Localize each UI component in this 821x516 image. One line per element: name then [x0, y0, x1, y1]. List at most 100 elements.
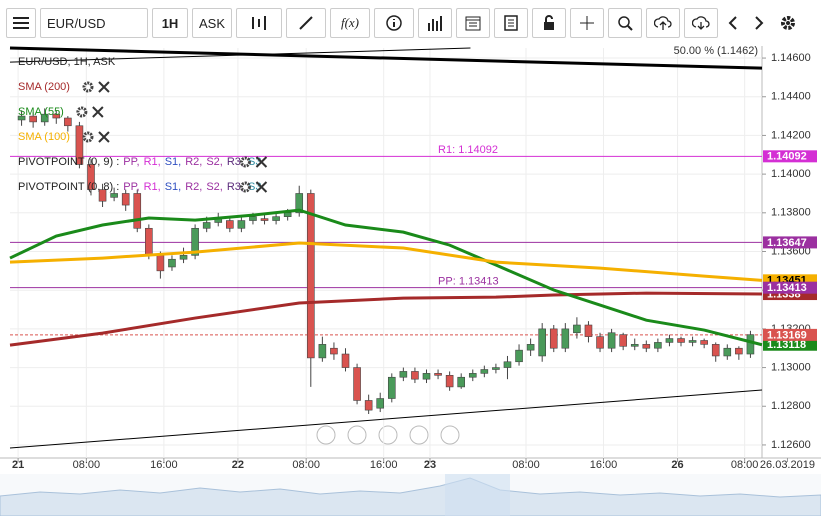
y-tick-label: 1.12800	[771, 400, 811, 412]
download-button[interactable]	[684, 8, 718, 38]
menu-button[interactable]	[6, 8, 36, 38]
price-type-select[interactable]: ASK	[192, 8, 232, 38]
settings-icon[interactable]	[82, 81, 94, 93]
remove-icon[interactable]	[255, 156, 268, 168]
candle-body	[330, 347, 338, 355]
pivot-token: R2,	[185, 181, 202, 193]
pivot-token: R2,	[185, 156, 202, 168]
symbol-select[interactable]: EUR/USD	[40, 8, 148, 38]
legend-entry: PIVOTPOINT (0, 8) : PP, R1, S1, R2, S2, R3, S3	[18, 181, 261, 193]
nav-zoom-out[interactable]	[347, 425, 367, 445]
candle-body	[341, 353, 350, 368]
upload-button[interactable]	[646, 8, 680, 38]
candle-body	[156, 255, 165, 272]
candle-body	[515, 349, 523, 363]
settings-button[interactable]	[774, 8, 802, 38]
candle-body	[665, 338, 674, 343]
candle-body	[295, 193, 304, 214]
indicators-button[interactable]: f(x)	[330, 8, 370, 38]
remove-icon[interactable]	[98, 81, 110, 93]
candle-body	[538, 328, 546, 357]
legend-title: EUR/USD, 1H, ASK	[18, 56, 116, 68]
candle-body	[318, 344, 327, 359]
x-tick-label: 16:00	[590, 459, 618, 471]
calendar-button[interactable]	[456, 8, 490, 38]
candle-body	[642, 344, 651, 349]
trendline	[9, 46, 763, 70]
navigator-window[interactable]	[445, 474, 510, 516]
sma-line	[9, 291, 763, 347]
price-tag	[763, 236, 817, 249]
pivot-token: R1,	[144, 156, 161, 168]
y-tick-label: 1.14200	[771, 129, 811, 141]
prev-button[interactable]	[722, 8, 744, 38]
x-tick-label: 08:00	[512, 459, 540, 471]
pivot-token: PP,	[123, 181, 139, 193]
pivot-token: PP,	[123, 156, 139, 168]
table-button[interactable]	[494, 8, 528, 38]
trendline	[9, 389, 763, 449]
zoom-button[interactable]	[608, 8, 642, 38]
settings-icon[interactable]	[239, 156, 251, 168]
info-button[interactable]	[374, 8, 414, 38]
candle-body	[376, 398, 385, 409]
lock-button[interactable]	[532, 8, 566, 38]
candle-body	[272, 216, 280, 221]
legend-entry: SMA (200)	[18, 81, 70, 93]
x-tick-label: 08:00	[731, 459, 759, 471]
candle-body	[549, 328, 558, 349]
nav-prev[interactable]	[316, 425, 336, 445]
sma-line	[9, 241, 763, 282]
settings-icon[interactable]	[76, 106, 88, 118]
chart-type-button[interactable]	[236, 8, 282, 38]
draw-button[interactable]	[286, 8, 326, 38]
pivot-token: R1,	[144, 181, 161, 193]
candle-body	[654, 342, 662, 349]
y-tick-label: 1.12600	[771, 439, 811, 451]
x-tick-label: 26.03.2019	[760, 459, 815, 471]
remove-icon[interactable]	[92, 106, 104, 118]
settings-icon[interactable]	[82, 131, 94, 143]
legend-entry: SMA (55)	[18, 106, 64, 118]
nav-reset[interactable]	[378, 425, 398, 445]
x-tick-label: 08:00	[73, 459, 101, 471]
crosshair-button[interactable]	[570, 8, 604, 38]
candle-body	[364, 400, 373, 411]
candle-body	[561, 328, 570, 349]
nav-zoom-in[interactable]	[409, 425, 429, 445]
pivot-token: S2,	[206, 156, 223, 168]
nav-next[interactable]	[440, 425, 460, 445]
price-tag-label: 1.13647	[767, 237, 807, 249]
candle-body	[480, 369, 489, 374]
timeframe-select[interactable]: 1H	[152, 8, 188, 38]
pivot-token: S2,	[206, 181, 223, 193]
pivot-token: R3,	[227, 181, 244, 193]
legend-entry: SMA (100)	[18, 131, 70, 143]
settings-icon[interactable]	[239, 181, 251, 193]
candle-body	[29, 115, 37, 123]
y-tick-label: 1.14600	[771, 52, 811, 64]
candle-body	[353, 367, 361, 401]
legend-entry: PIVOTPOINT (0, 9) : PP, R1, S1, R2, S2, R3, S3	[18, 156, 261, 168]
candle-body	[283, 212, 292, 217]
x-tick-label: 23	[424, 459, 436, 471]
candle-body	[584, 324, 593, 337]
candle-body	[422, 373, 431, 380]
volume-button[interactable]	[418, 8, 452, 38]
candle-body	[52, 113, 61, 119]
remove-icon[interactable]	[98, 131, 110, 143]
x-tick-label: 22	[232, 459, 244, 471]
price-tag	[763, 328, 817, 341]
x-tick-label: 16:00	[370, 459, 398, 471]
y-tick-label: 1.14000	[771, 168, 811, 180]
candle-body	[434, 373, 442, 376]
remove-icon[interactable]	[255, 181, 268, 193]
next-button[interactable]	[748, 8, 770, 38]
candle-body	[619, 334, 627, 347]
price-tag-label: 1.13169	[767, 329, 807, 341]
y-tick-label: 1.14400	[771, 91, 811, 103]
candle-body	[121, 193, 130, 206]
chart: 1.126001.128001.130001.132001.134001.136…	[0, 46, 821, 516]
candle-body	[503, 361, 512, 368]
candle-body	[596, 336, 604, 349]
